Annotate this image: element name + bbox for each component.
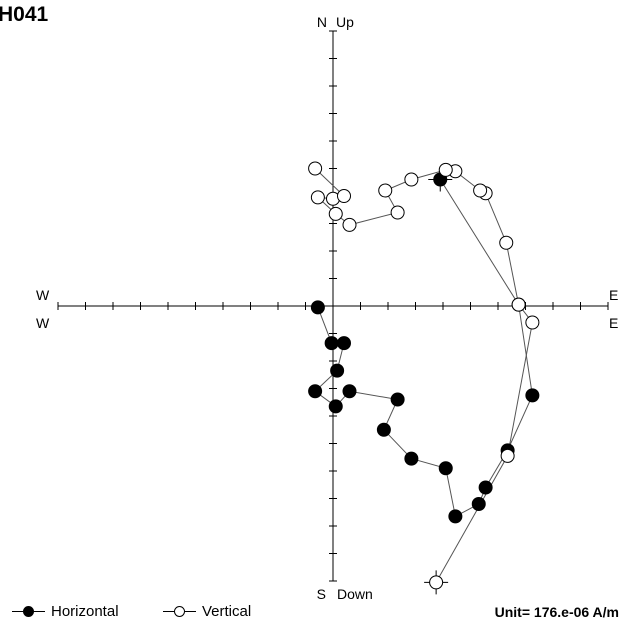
point-horizontal xyxy=(448,509,463,524)
point-vertical xyxy=(429,575,444,590)
point-vertical xyxy=(308,161,323,176)
legend-label-vertical: Vertical xyxy=(202,603,252,620)
axis-ticks xyxy=(57,30,609,582)
legend-item-vertical: Vertical xyxy=(163,603,251,620)
axis-label-south: S xyxy=(317,586,326,602)
point-horizontal xyxy=(404,451,419,466)
point-vertical xyxy=(337,189,351,203)
legend: Horizontal Vertical Unit= 176.e-06 A/m xyxy=(0,603,623,624)
point-horizontal xyxy=(390,392,405,407)
series-points xyxy=(308,161,540,595)
point-vertical xyxy=(473,183,488,198)
point-horizontal xyxy=(376,422,391,437)
legend-item-horizontal: Horizontal xyxy=(12,603,119,620)
legend-label-horizontal: Horizontal xyxy=(51,603,119,620)
point-horizontal xyxy=(330,363,345,378)
point-vertical xyxy=(500,448,515,463)
axis-label-west-top: W xyxy=(36,287,50,303)
axis-label-east-bottom: E xyxy=(609,315,618,331)
point-horizontal xyxy=(328,399,343,414)
axis-label-east-top: E xyxy=(609,287,618,303)
chart-title: H041 xyxy=(0,3,49,26)
axis-label-up: Up xyxy=(336,14,354,30)
point-vertical xyxy=(390,205,405,220)
point-horizontal xyxy=(310,300,325,315)
point-vertical xyxy=(310,190,325,205)
point-vertical xyxy=(438,162,453,177)
point-vertical xyxy=(342,217,357,232)
point-horizontal xyxy=(471,497,486,511)
unit-label: Unit= 176.e-06 A/m xyxy=(494,604,619,620)
filled-circle-icon xyxy=(23,606,34,617)
point-horizontal xyxy=(337,336,351,351)
point-horizontal xyxy=(342,384,357,399)
point-vertical xyxy=(378,183,393,198)
axis-label-down: Down xyxy=(337,586,373,602)
point-vertical xyxy=(525,315,540,330)
zijderveld-plot: N Up S Down W W E E xyxy=(36,14,618,602)
point-horizontal xyxy=(478,480,493,495)
point-vertical xyxy=(328,206,343,221)
point-vertical xyxy=(511,297,526,312)
point-vertical xyxy=(404,172,419,187)
axis-labels: N Up S Down W W E E xyxy=(36,14,618,602)
axis-label-west-bottom: W xyxy=(36,315,50,331)
point-horizontal xyxy=(308,384,323,399)
point-vertical xyxy=(499,235,514,250)
open-circle-icon xyxy=(174,606,185,617)
point-horizontal xyxy=(324,336,339,351)
axis-label-north: N xyxy=(317,14,327,30)
point-horizontal xyxy=(438,461,453,476)
point-horizontal xyxy=(525,388,540,403)
